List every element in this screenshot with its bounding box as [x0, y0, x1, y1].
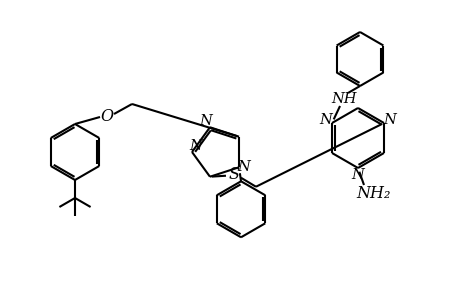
Text: NH₂: NH₂	[356, 185, 390, 203]
Text: N: N	[199, 114, 212, 128]
Text: N: N	[383, 112, 396, 127]
Text: N: N	[319, 112, 331, 127]
Text: N: N	[237, 160, 250, 174]
Text: O: O	[100, 107, 113, 124]
Text: N: N	[351, 168, 364, 182]
Text: N: N	[189, 139, 202, 153]
Text: S: S	[228, 166, 239, 183]
Text: NH: NH	[330, 92, 356, 106]
